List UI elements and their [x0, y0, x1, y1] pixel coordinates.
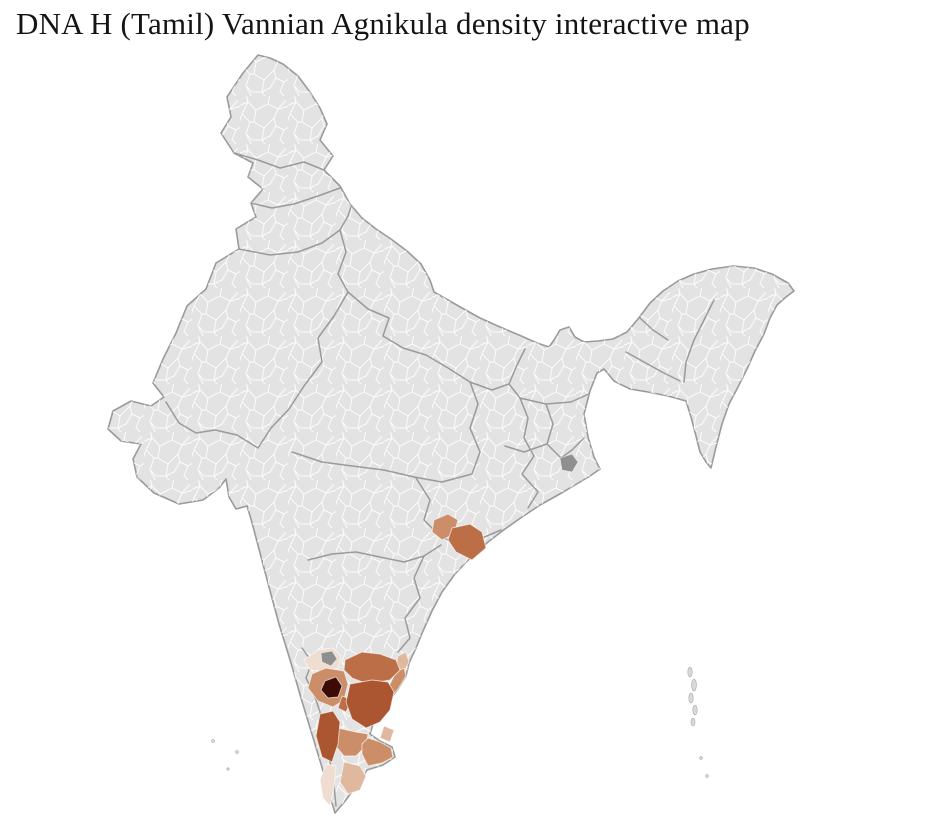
district-highlight-south-high-1[interactable] [343, 651, 401, 685]
andaman-island-2[interactable] [691, 678, 697, 692]
lakshadweep-island-1[interactable] [211, 739, 215, 743]
nicobar-island-2[interactable] [705, 774, 709, 778]
district-highlight-south-low-3[interactable] [379, 725, 395, 743]
density-level-high [337, 523, 487, 713]
district-highlight-south-max-1[interactable] [320, 676, 343, 699]
andaman-island-3[interactable] [688, 692, 694, 704]
density-level-low [339, 651, 410, 795]
lakshadweep-island-3[interactable] [226, 767, 230, 771]
district-highlight-south-verylow-2[interactable] [319, 763, 337, 807]
page-title: DNA H (Tamil) Vannian Agnikula density i… [16, 6, 750, 41]
density-level-very-high [315, 679, 395, 763]
lakshadweep-island-2[interactable] [235, 750, 239, 754]
district-highlight-east-high-1[interactable] [447, 523, 487, 561]
district-highlight-south-veryhigh-1[interactable] [345, 679, 395, 729]
district-boundaries-texture [108, 55, 794, 813]
andaman-island-4[interactable] [692, 704, 698, 716]
urban-districts [320, 453, 579, 667]
district-highlight-south-veryhigh-2[interactable] [315, 710, 341, 763]
andaman-island-5[interactable] [690, 717, 696, 727]
urban-district-east[interactable] [559, 453, 579, 473]
andaman-island-1[interactable] [687, 666, 693, 678]
nicobar-island-1[interactable] [699, 756, 703, 760]
district-highlight-south-low-1[interactable] [339, 761, 367, 795]
district-highlight-south-medium-4[interactable] [361, 737, 394, 767]
islands [211, 666, 709, 778]
density-level-max [320, 676, 343, 699]
urban-district-south[interactable] [320, 650, 338, 667]
